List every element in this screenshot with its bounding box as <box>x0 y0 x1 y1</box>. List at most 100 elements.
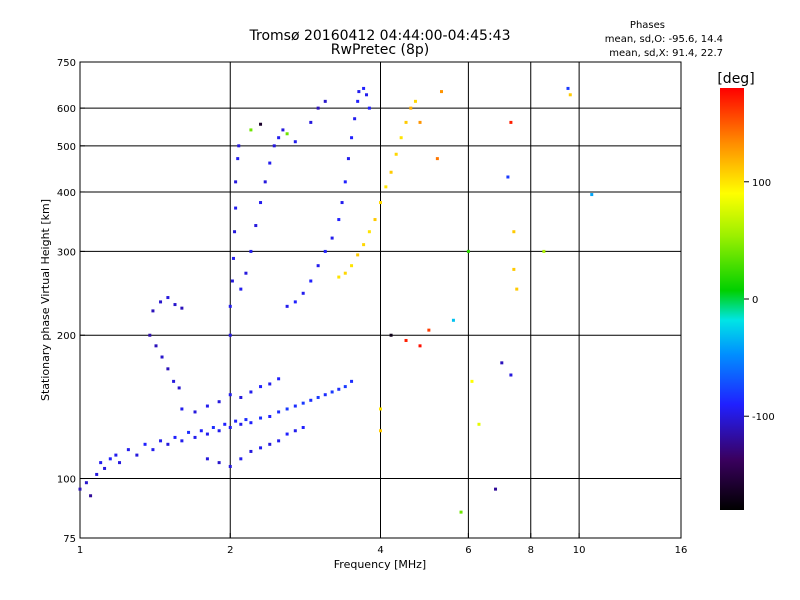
data-point <box>234 206 238 210</box>
chart-subtitle: RwPretec (8p) <box>331 42 429 58</box>
data-point <box>399 136 403 140</box>
data-point <box>350 264 354 268</box>
data-point <box>234 419 238 423</box>
data-point <box>268 382 272 386</box>
data-point <box>293 300 297 304</box>
y-tick-label: 600 <box>57 104 76 115</box>
data-point <box>367 106 371 110</box>
data-point <box>418 120 422 124</box>
data-point <box>78 487 82 491</box>
data-point <box>143 442 147 446</box>
data-point <box>323 99 327 103</box>
data-point <box>309 279 313 283</box>
data-point <box>228 464 232 468</box>
data-point <box>435 157 439 161</box>
y-tick-label: 400 <box>57 188 76 199</box>
data-point <box>177 386 181 390</box>
y-tick-label: 75 <box>63 534 76 545</box>
data-point <box>231 256 235 260</box>
data-point <box>389 170 393 174</box>
data-point <box>285 132 289 136</box>
data-point <box>343 271 347 275</box>
data-point <box>154 344 158 348</box>
data-point <box>217 429 221 433</box>
data-point <box>440 90 444 94</box>
x-tick-label: 6 <box>465 545 471 556</box>
data-point <box>114 453 118 457</box>
data-point <box>259 385 263 389</box>
data-point <box>301 425 305 429</box>
data-point <box>404 120 408 124</box>
data-point <box>254 224 258 228</box>
data-points-layer <box>78 86 594 514</box>
data-point <box>103 466 107 470</box>
grid-layer <box>80 62 681 538</box>
data-point <box>277 410 281 414</box>
data-point <box>118 461 122 465</box>
data-point <box>343 180 347 184</box>
data-point <box>249 449 253 453</box>
data-point <box>239 422 243 426</box>
data-point <box>259 122 263 126</box>
x-axis-label: Frequency [MHz] <box>334 558 426 571</box>
data-point <box>323 393 327 397</box>
x-tick-label: 10 <box>573 545 586 556</box>
x-tick-label: 2 <box>227 545 233 556</box>
data-point <box>293 404 297 408</box>
data-point <box>239 395 243 399</box>
data-point <box>228 333 232 337</box>
phase-box-heading: Phases <box>630 20 665 31</box>
data-point <box>268 442 272 446</box>
data-point <box>509 120 513 124</box>
data-point <box>193 435 197 439</box>
data-point <box>330 390 334 394</box>
data-point <box>301 291 305 295</box>
data-point <box>343 385 347 389</box>
data-point <box>590 193 594 197</box>
data-point <box>309 120 313 124</box>
data-point <box>151 309 155 313</box>
data-point <box>148 333 152 337</box>
data-point <box>199 429 203 433</box>
data-point <box>180 306 184 310</box>
data-point <box>350 379 354 383</box>
data-point <box>277 439 281 443</box>
x-tick-label: 1 <box>77 545 83 556</box>
y-tick-label: 100 <box>57 475 76 486</box>
data-point <box>301 401 305 405</box>
data-point <box>249 128 253 132</box>
data-point <box>356 99 360 103</box>
data-point <box>566 86 570 90</box>
data-point <box>272 144 276 148</box>
data-point <box>193 410 197 414</box>
data-point <box>509 373 513 377</box>
x-tick-label: 4 <box>377 545 383 556</box>
data-point <box>367 230 371 234</box>
data-point <box>277 377 281 381</box>
data-point <box>268 414 272 418</box>
y-tick-label: 500 <box>57 142 76 153</box>
data-point <box>239 287 243 291</box>
data-point <box>234 180 238 184</box>
data-point <box>357 90 361 94</box>
data-point <box>316 106 320 110</box>
data-point <box>542 249 546 253</box>
data-point <box>362 86 366 90</box>
data-point <box>223 422 227 426</box>
data-point <box>506 175 510 179</box>
data-point <box>568 93 572 97</box>
data-point <box>346 157 350 161</box>
data-point <box>512 230 516 234</box>
data-point <box>166 367 170 371</box>
data-point <box>160 355 164 359</box>
data-point <box>373 218 377 222</box>
data-point <box>205 404 209 408</box>
data-point <box>427 328 431 332</box>
data-point <box>409 106 413 110</box>
data-point <box>340 201 344 205</box>
y-tick-label: 200 <box>57 331 76 342</box>
data-point <box>249 390 253 394</box>
data-point <box>236 157 240 161</box>
data-point <box>350 136 354 140</box>
data-point <box>394 152 398 156</box>
